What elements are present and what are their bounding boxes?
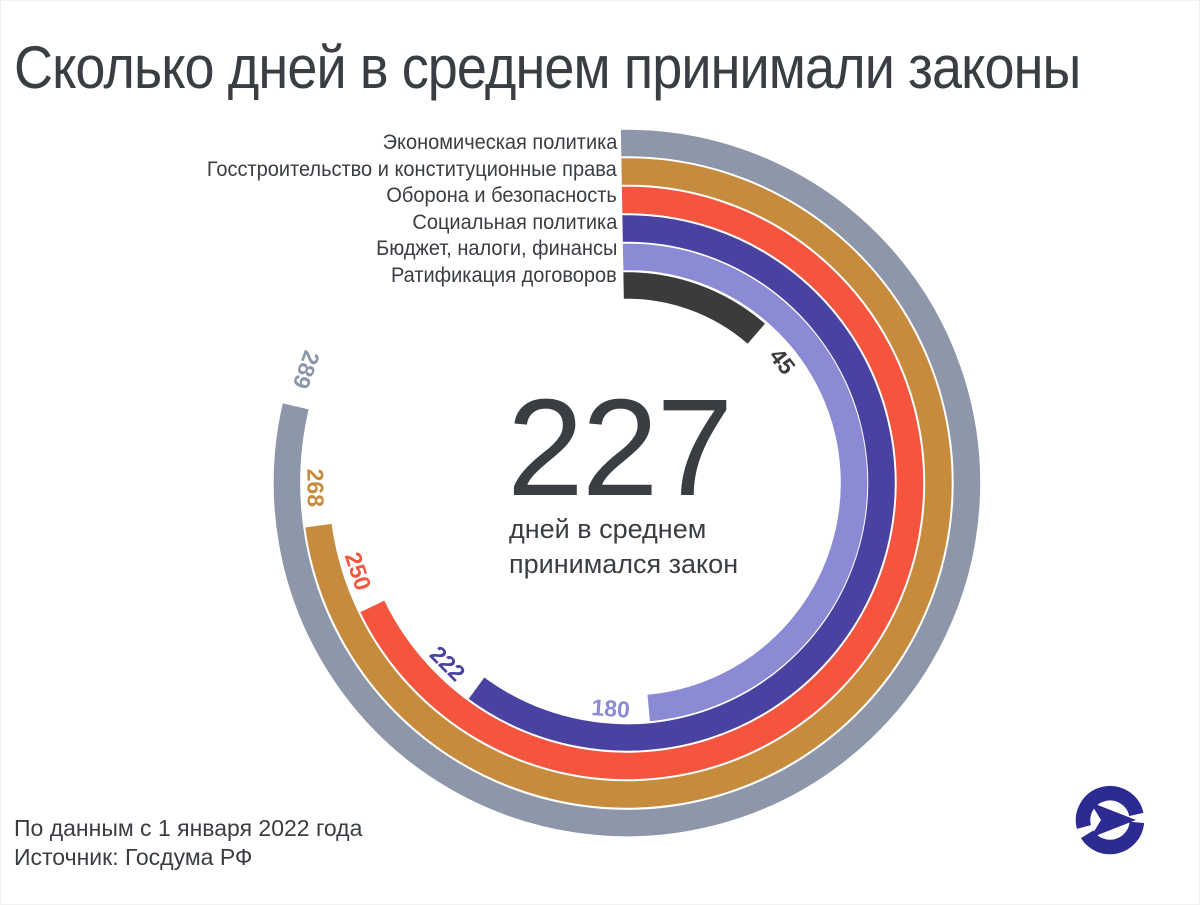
- page-title: Сколько дней в среднем принимали законы: [14, 38, 1199, 98]
- category-label-1: Госстроительство и конституционные права: [207, 156, 617, 181]
- category-label-2: Оборона и безопасность: [386, 183, 617, 208]
- category-label-5: Ратификация договоров: [391, 263, 617, 287]
- footer-data-note: По данным с 1 января 2022 года: [14, 815, 363, 841]
- logo-arrow-icon: [1090, 802, 1136, 838]
- logo-bottom-arc-icon: [1080, 821, 1145, 855]
- arc-3: [468, 215, 895, 751]
- arc-value-label-0: 289: [288, 347, 325, 392]
- footer-source-note: Источник: Госдума РФ: [14, 844, 253, 870]
- arc-1: [305, 158, 952, 808]
- category-label-4: Бюджет, налоги, финансы: [375, 236, 617, 261]
- arc-value-label-1: 268: [302, 468, 329, 507]
- arc-2: [360, 186, 924, 780]
- arc-4: [622, 243, 868, 722]
- center-caption-line1: дней в среднем: [509, 514, 707, 544]
- arc-0: [273, 129, 981, 837]
- logo-top-arc-icon: [1075, 786, 1144, 829]
- arc-5: [623, 272, 765, 344]
- category-label-3: Социальная политика: [412, 209, 617, 234]
- footer-notes: По данным с 1 января 2022 года Источник:…: [14, 814, 362, 872]
- page-title-text: Сколько дней в среднем принимали законы: [14, 34, 1081, 101]
- center-caption-line2: принимался закон: [509, 549, 739, 579]
- center-value: 227: [507, 371, 733, 525]
- category-label-0: Экономическая политика: [382, 130, 617, 154]
- center-caption: дней в среднем принимался закон: [509, 512, 738, 582]
- publisher-logo: [1075, 786, 1145, 855]
- arc-value-label-4: 180: [591, 694, 631, 723]
